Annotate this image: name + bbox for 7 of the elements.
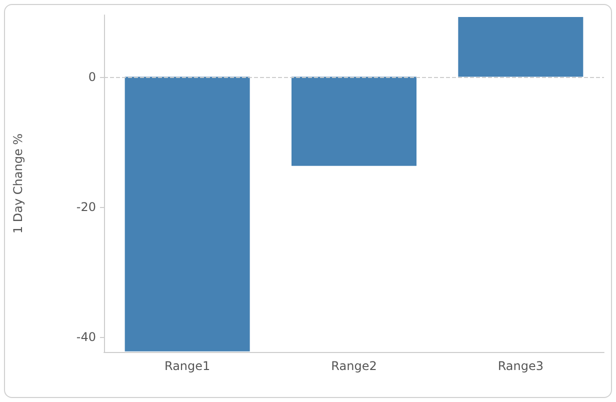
y-tick-label: -20 — [76, 200, 96, 214]
y-axis-title: 1 Day Change % — [11, 133, 25, 234]
x-tick-label: Range2 — [331, 359, 377, 373]
y-tick-label: -40 — [76, 330, 96, 344]
x-tick-label: Range3 — [498, 359, 544, 373]
x-tick-label: Range1 — [164, 359, 210, 373]
y-tick-label: 0 — [88, 70, 96, 84]
